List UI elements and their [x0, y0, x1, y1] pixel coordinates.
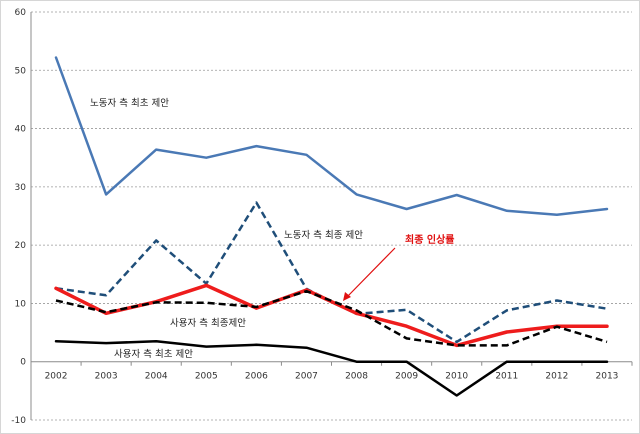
x-tick-label: 2003 [95, 372, 118, 382]
y-tick-label: 0 [20, 358, 26, 368]
x-tick-label: 2006 [245, 372, 268, 382]
annotation-arrow [343, 247, 396, 301]
series-line-labor-initial [54, 56, 609, 217]
y-tick-label: 40 [15, 125, 27, 135]
y-tick-label: 60 [15, 8, 27, 18]
series-line-employer-final [55, 289, 608, 347]
x-tick-label: 2011 [495, 372, 518, 382]
x-tick-label: 2007 [295, 372, 318, 382]
series-line-employer-initial [54, 340, 609, 397]
y-tick-label: 50 [15, 66, 27, 76]
x-tick-label: 2002 [45, 372, 68, 382]
y-tick-label: -10 [11, 416, 26, 426]
annotation-labor-final: 노동자 측 최종 제안 [284, 230, 363, 241]
y-tick-label: 20 [15, 241, 27, 251]
x-tick-label: 2005 [195, 372, 218, 382]
annotation-employer-final: 사용자 측 최종제안 [170, 318, 246, 329]
x-tick-label: 2013 [596, 372, 619, 382]
x-tick-label: 2012 [545, 372, 568, 382]
x-tick-label: 2009 [395, 372, 418, 382]
gridlines [31, 11, 632, 421]
y-tick-labels: -10 0 10 20 30 40 50 60 [11, 8, 26, 426]
annotation-labor-initial: 노동자 측 최초 제안 [90, 98, 169, 109]
annotation-wage-increase: 최종 인상률 [405, 233, 454, 246]
annotation-employer-initial: 사용자 측 최초 제안 [114, 349, 193, 360]
y-tick-label: 10 [15, 299, 27, 309]
series-lines [54, 56, 609, 397]
y-tick-label: 30 [15, 183, 27, 193]
x-tick-labels: 2002 2003 2004 2005 2006 2007 2008 2009 2010 2011… [45, 372, 619, 382]
x-tick-label: 2008 [345, 372, 368, 382]
x-tick-label: 2010 [445, 372, 468, 382]
x-tick-label: 2004 [145, 372, 168, 382]
